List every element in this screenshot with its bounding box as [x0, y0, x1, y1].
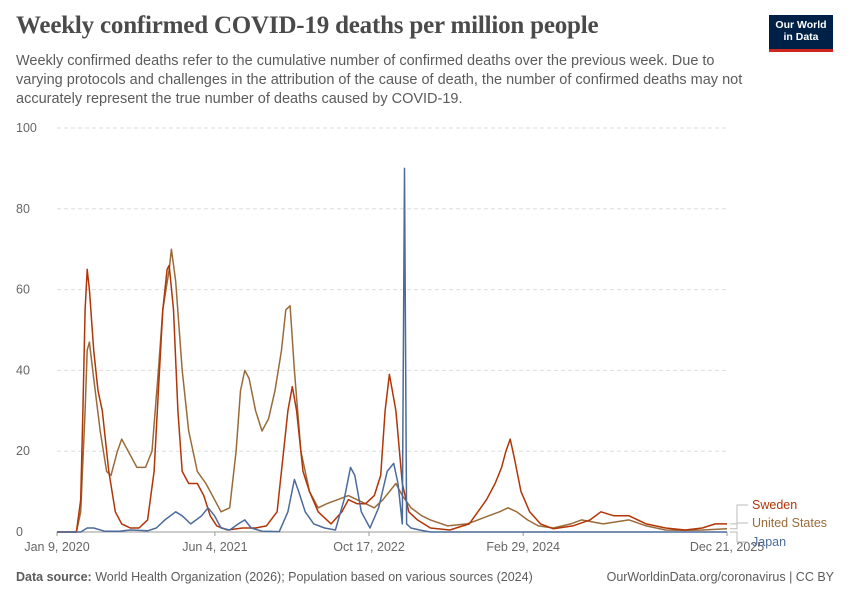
y-tick-label: 40: [16, 363, 30, 377]
x-tick-label: Jun 4, 2021: [182, 540, 247, 554]
y-tick-label: 80: [16, 202, 30, 216]
legend-label-united-states[interactable]: United States: [752, 516, 827, 530]
source-label: Data source:: [16, 570, 92, 584]
footer: Data source: World Health Organization (…: [16, 570, 834, 584]
series-line-united-states: [57, 248, 728, 533]
y-tick-label: 0: [16, 525, 23, 539]
legend[interactable]: Sweden United States Japan: [730, 498, 827, 549]
owid-logo[interactable]: Our World in Data: [769, 15, 833, 52]
x-axis: Jan 9, 2020 Jun 4, 2021 Oct 17, 2022 Feb 29…: [24, 531, 764, 554]
logo-line-2: in Data: [783, 31, 819, 43]
legend-connector: [730, 531, 748, 543]
legend-connector: [730, 522, 748, 530]
legend-label-japan[interactable]: Japan: [752, 535, 786, 549]
x-tick-label: Jan 9, 2020: [24, 540, 89, 554]
series-line-japan: [57, 167, 727, 533]
series-line-sweden: [57, 264, 727, 533]
credit-link[interactable]: OurWorldinData.org/coronavirus | CC BY: [606, 570, 834, 584]
chart-subtitle: Weekly confirmed deaths refer to the cum…: [16, 53, 743, 107]
x-tick-label: Dec 21, 2025: [690, 540, 764, 554]
y-tick-label: 60: [16, 283, 30, 297]
line-chart: 0 20 40 60 80 100 Jan 9, 2020 Jun 4, 2021 Oct 1…: [16, 121, 827, 554]
chart-title: Weekly confirmed COVID-19 deaths per mil…: [16, 12, 599, 39]
x-tick-label: Feb 29, 2024: [486, 540, 560, 554]
series-lines: [57, 167, 728, 533]
source-text: World Health Organization (2026); Popula…: [95, 570, 533, 584]
y-tick-label: 20: [16, 444, 30, 458]
y-tick-label: 100: [16, 121, 37, 135]
legend-connector: [730, 504, 748, 525]
y-axis-ticks: 0 20 40 60 80 100: [16, 121, 37, 539]
legend-label-sweden[interactable]: Sweden: [752, 498, 797, 512]
logo-line-1: Our World: [775, 19, 827, 31]
x-tick-label: Oct 17, 2022: [333, 540, 405, 554]
